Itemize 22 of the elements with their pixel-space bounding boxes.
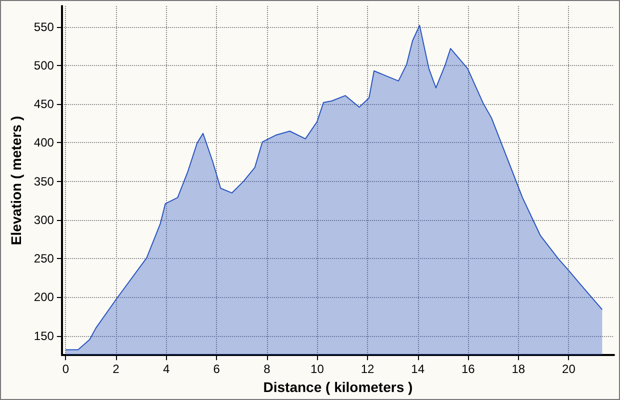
x-tick-label: 12 <box>360 362 375 376</box>
x-tick-label: 6 <box>213 362 220 376</box>
y-tick-label: 250 <box>34 252 54 266</box>
x-tick-label: 20 <box>562 362 576 376</box>
x-tick-label: 14 <box>411 362 425 376</box>
y-tick-label: 450 <box>34 97 54 112</box>
y-tick-label: 500 <box>34 58 54 72</box>
x-tick-label: 8 <box>264 362 271 376</box>
x-tick-label: 0 <box>62 362 70 376</box>
y-tick-label: 550 <box>34 20 54 34</box>
x-axis-title: Distance ( kilometers ) <box>263 379 413 395</box>
x-tick-label: 18 <box>512 362 526 376</box>
y-tick-label: 350 <box>34 174 54 188</box>
x-tick-label: 4 <box>162 362 170 376</box>
x-tick-label: 16 <box>461 362 476 376</box>
y-tick-label: 150 <box>34 328 54 343</box>
y-axis-title: Elevation ( meters ) <box>8 116 24 246</box>
y-tick-label: 200 <box>34 290 54 304</box>
x-tick-label: 10 <box>310 362 324 376</box>
x-tick-label: 2 <box>112 362 120 376</box>
y-tick-label: 300 <box>34 212 54 227</box>
y-tick-label: 400 <box>34 136 54 150</box>
